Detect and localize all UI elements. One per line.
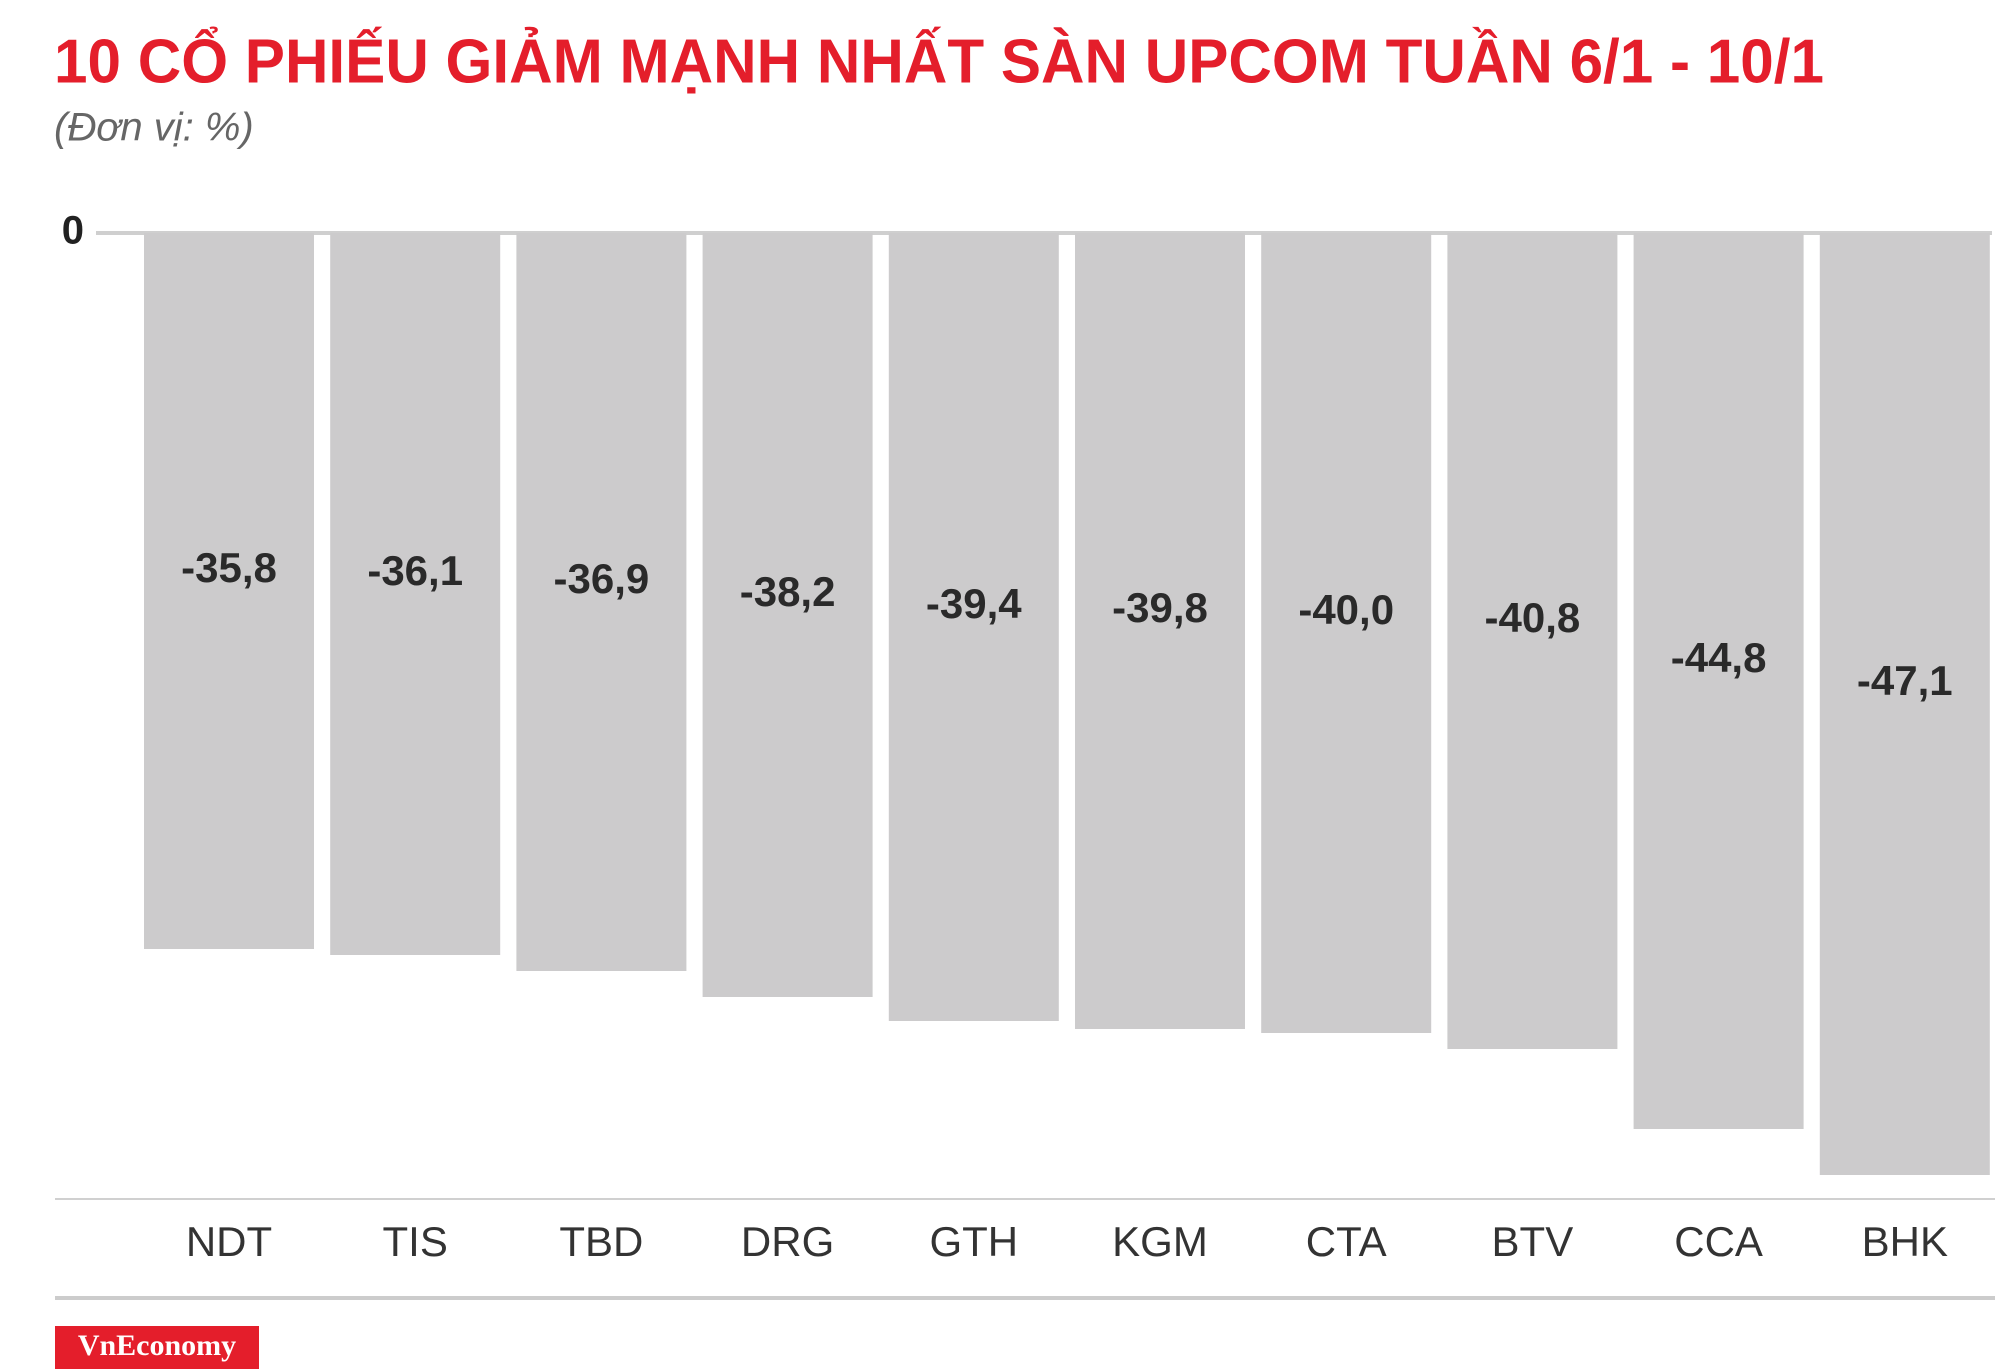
value-label: -47,1: [1857, 657, 1953, 704]
value-label: -35,8: [181, 544, 277, 591]
value-label: -39,8: [1112, 584, 1208, 631]
x-tick-label: TIS: [383, 1218, 448, 1265]
value-label: -40,8: [1485, 594, 1581, 641]
y-tick-label: 0: [62, 209, 84, 253]
bar: [888, 233, 1059, 1021]
x-tick-label: CTA: [1306, 1218, 1387, 1265]
bar: [144, 233, 314, 949]
chart-subtitle: (Đơn vị: %): [54, 106, 254, 150]
value-label: -38,2: [740, 568, 836, 615]
x-tick-label: DRG: [741, 1218, 834, 1265]
bar: [330, 233, 501, 955]
bar: [1075, 233, 1245, 1029]
value-label: -40,0: [1298, 586, 1394, 633]
value-label: -36,1: [367, 547, 463, 594]
value-label: -44,8: [1671, 634, 1767, 681]
bar: [1447, 233, 1618, 1049]
value-label: -36,9: [554, 555, 650, 602]
bar: [516, 233, 687, 971]
x-tick-label: TBD: [559, 1218, 643, 1265]
value-label: -39,4: [926, 580, 1022, 627]
x-tick-label: GTH: [929, 1218, 1018, 1265]
bar: [702, 233, 873, 997]
bar: [1633, 233, 1804, 1129]
x-tick-label: BHK: [1862, 1218, 1948, 1265]
x-tick-label: NDT: [186, 1218, 272, 1265]
x-tick-label: CCA: [1674, 1218, 1763, 1265]
x-tick-label: BTV: [1492, 1218, 1574, 1265]
x-tick-label: KGM: [1112, 1218, 1208, 1265]
brand-name: VnEconomy: [78, 1329, 236, 1362]
chart-title: 10 CỔ PHIẾU GIẢM MẠNH NHẤT SÀN UPCOM TUẦ…: [54, 26, 1824, 96]
brand-logo: [55, 1326, 259, 1369]
bar: [1261, 233, 1432, 1033]
bar: [1819, 233, 1990, 1175]
